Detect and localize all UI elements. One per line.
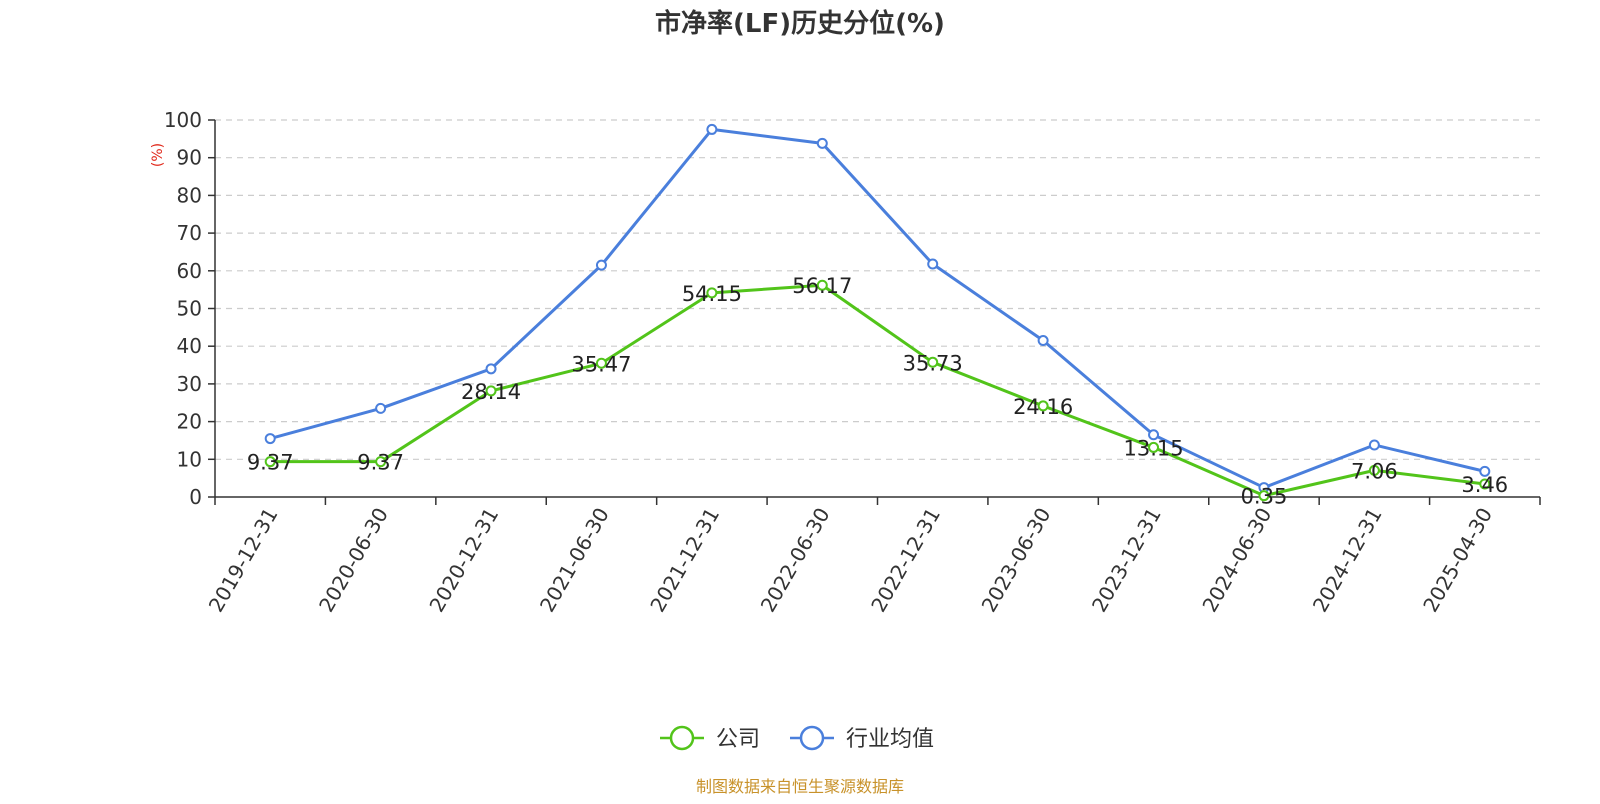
data-point-0 [706, 287, 718, 299]
y-tick-label: 40 [177, 334, 202, 358]
data-point-1 [375, 402, 387, 414]
series-lines [264, 123, 1491, 502]
legend: 公司 行业均值 [660, 725, 934, 752]
data-point-1 [595, 259, 607, 271]
data-point-0 [1148, 441, 1160, 453]
data-point-0 [264, 456, 276, 468]
y-tick-label: 90 [177, 146, 202, 170]
series-line-1 [269, 127, 1486, 490]
data-point-1 [1368, 439, 1380, 451]
x-tick-label: 2024-12-31 [1308, 504, 1387, 617]
legend-marker [669, 725, 695, 751]
data-point-1 [1037, 335, 1049, 347]
legend-item: 行业均值 [790, 725, 934, 752]
data-point-0 [1037, 400, 1049, 412]
data-point-1 [706, 123, 718, 135]
data-point-0 [927, 356, 939, 368]
data-point-1 [1148, 429, 1160, 441]
series-line-0 [270, 283, 1485, 498]
data-label: 7.06 [1351, 459, 1398, 483]
legend-marker [799, 725, 825, 751]
data-label: 9.37 [247, 451, 294, 475]
x-tick-label: 2022-12-31 [866, 503, 945, 616]
y-tick-label: 0 [189, 485, 202, 509]
data-label: 13.15 [1123, 436, 1183, 460]
y-tick-label: 100 [164, 108, 202, 132]
data-point-0 [485, 385, 497, 397]
data-point-1 [264, 433, 276, 445]
x-tick-label: 2020-06-30 [314, 504, 393, 617]
y-tick-label: 60 [177, 259, 202, 283]
data-point-0 [1258, 490, 1270, 502]
x-tick-label: 2024-06-30 [1197, 504, 1276, 617]
chart-title: 市净率(LF)历史分位(%) [655, 8, 945, 39]
x-tick-label: 2021-06-30 [535, 504, 614, 617]
data-label: 54.15 [682, 282, 742, 306]
x-tick-label: 2022-06-30 [756, 504, 835, 617]
data-label: 35.73 [903, 351, 963, 375]
grid-lines [215, 119, 1540, 460]
y-tick-label: 80 [177, 183, 202, 207]
data-point-0 [816, 279, 828, 291]
data-label: 56.17 [792, 274, 852, 298]
data-point-1 [485, 363, 497, 375]
y-tick-label: 30 [177, 372, 202, 396]
y-tick-label: 70 [177, 221, 202, 245]
data-label: 9.37 [357, 451, 404, 475]
legend-label: 公司 [716, 727, 760, 752]
data-point-0 [1479, 478, 1491, 490]
x-tick-label: 2023-12-31 [1087, 504, 1166, 617]
y-tick-label: 10 [177, 447, 202, 471]
data-label: 28.14 [461, 380, 521, 404]
data-point-1 [927, 258, 939, 270]
y-tick-label: 20 [177, 410, 202, 434]
data-point-0 [1368, 464, 1380, 476]
data-point-1 [1479, 465, 1491, 477]
axes: 0 10 20 30 40 50 60 70 80 90 100 2019-12-31 2020-06-… [164, 108, 1541, 617]
legend-item: 公司 [660, 725, 760, 752]
x-tick-label: 2023-06-30 [977, 504, 1056, 617]
legend-label: 行业均值 [846, 727, 934, 752]
data-label: 3.46 [1461, 473, 1508, 497]
data-label: 0.35 [1241, 485, 1288, 509]
data-label: 24.16 [1013, 395, 1073, 419]
data-label: 35.47 [571, 352, 631, 376]
x-tick-label: 2020-12-31 [424, 503, 503, 616]
source-note: 制图数据来自恒生聚源数据库 [696, 777, 904, 796]
x-tick-label: 2019-12-31 [204, 504, 283, 617]
y-axis-label: (%) [150, 143, 166, 167]
y-tick-label: 50 [177, 297, 202, 321]
data-labels: 9.37 9.37 28.14 35.47 54.15 56.17 35.73 24.16 13… [247, 274, 1508, 508]
data-point-1 [816, 137, 828, 149]
x-tick-label: 2025-04-30 [1418, 504, 1497, 617]
data-point-0 [595, 357, 607, 369]
x-tick-label: 2021-12-31 [645, 504, 724, 617]
data-point-0 [375, 456, 387, 468]
